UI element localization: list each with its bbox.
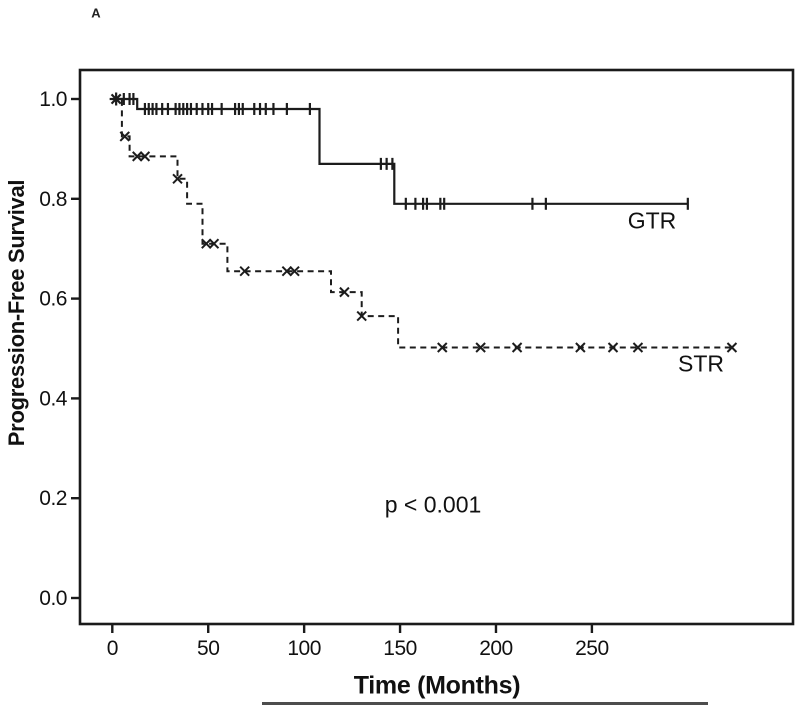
x-tick-label: 200: [479, 637, 513, 660]
str-censor-x-mark: [475, 342, 486, 353]
str-censor-x-mark: [281, 265, 293, 277]
y-tick-label: 0.4: [39, 387, 68, 410]
y-tick-label: 1.0: [39, 88, 67, 111]
x-tick-label: 50: [197, 637, 219, 660]
str-censor-x-mark: [511, 342, 523, 353]
str-censor-x-mark: [201, 238, 212, 249]
str-curve: [112, 98, 732, 349]
str-censor-x-mark: [172, 173, 183, 185]
str-censor-x-mark: [726, 342, 738, 353]
y-axis-title: Progression-Free Survival: [4, 179, 29, 447]
x-tick-label: 0: [107, 637, 118, 660]
str-curve-label: STR: [678, 350, 724, 377]
str-censor-x-mark: [289, 265, 300, 277]
cropped-table-edge: [262, 702, 708, 705]
y-tick-label: 0.6: [39, 288, 67, 311]
p-value-annotation: p < 0.001: [384, 491, 482, 518]
gtr-curve: [112, 97, 688, 205]
str-censor-x-mark: [339, 286, 350, 298]
str-censor-x-mark: [132, 151, 143, 162]
str-censor-x-mark: [239, 265, 250, 277]
str-censor-x-mark: [208, 238, 220, 249]
str-censor-x-mark: [607, 342, 619, 353]
str-censor-x-mark: [632, 342, 644, 353]
x-tick-label: 250: [575, 637, 609, 660]
str-censor-x-mark: [119, 131, 130, 142]
y-tick-label: 0.0: [39, 587, 67, 610]
plot-frame: [78, 68, 795, 626]
str-censor-x-mark: [575, 342, 586, 353]
y-tick-label: 0.2: [39, 487, 67, 510]
str-censor-x-mark: [356, 310, 367, 322]
panel-label: A: [91, 5, 101, 21]
str-censor-x-mark: [139, 151, 151, 162]
str-censor-x-mark: [437, 342, 448, 353]
start-censor-cluster-mark: [110, 93, 122, 105]
x-axis-title: Time (Months): [353, 671, 521, 700]
x-tick-label: 150: [383, 637, 417, 660]
y-tick-label: 0.8: [39, 188, 67, 211]
gtr-curve-label: GTR: [627, 207, 677, 234]
x-tick-label: 100: [287, 637, 321, 660]
